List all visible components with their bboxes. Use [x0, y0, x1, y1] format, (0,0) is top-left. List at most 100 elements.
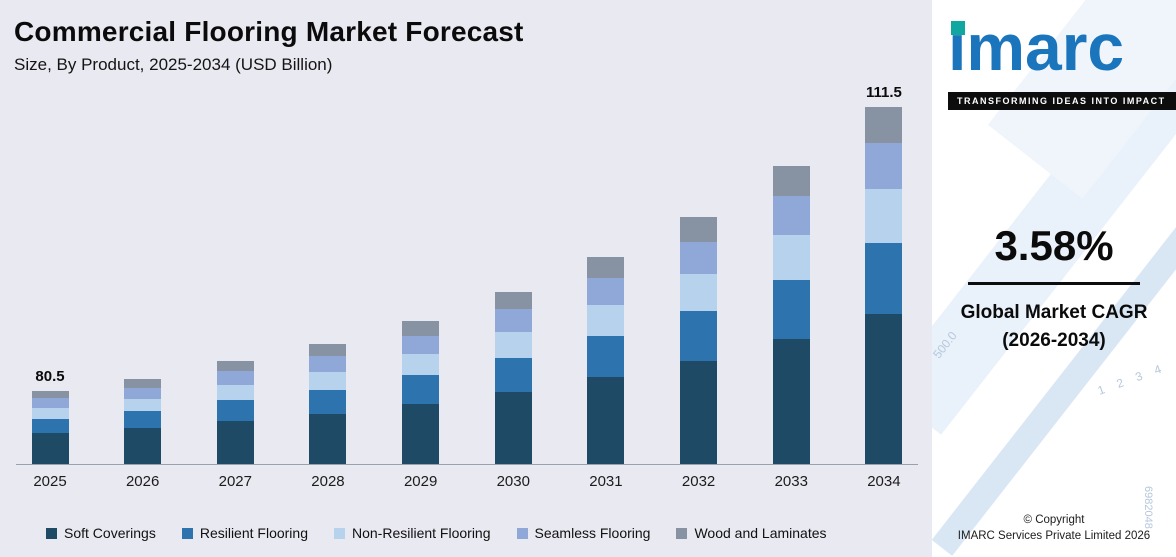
bar-stack [772, 166, 810, 464]
bar-segment-non-resilient-flooring [31, 407, 69, 419]
bar-segment-soft-coverings [865, 314, 903, 464]
legend-item-resilient-flooring: Resilient Flooring [181, 525, 308, 541]
bar-segment-wood-and-laminates [124, 379, 162, 388]
imarc-logo: ımarc [948, 14, 1124, 80]
cagr-label-line1: Global Market CAGR [960, 302, 1148, 323]
bar-stack [402, 321, 440, 464]
legend-item-seamless-flooring: Seamless Flooring [516, 525, 651, 541]
bar-segment-resilient-flooring [402, 375, 440, 405]
bar-segment-seamless-flooring [402, 335, 440, 355]
cagr-value: 3.58% [994, 222, 1114, 269]
x-axis-label: 2031 [589, 473, 623, 490]
bar-segment-seamless-flooring [865, 142, 903, 190]
legend-swatch-icon [334, 527, 345, 539]
bar-column-2031 [572, 257, 640, 464]
bar-segment-non-resilient-flooring [865, 189, 903, 243]
x-axis-label: 2033 [774, 473, 808, 490]
bar-segment-non-resilient-flooring [309, 371, 347, 390]
bar-segment-wood-and-laminates [587, 257, 625, 279]
legend-swatch-icon [46, 527, 57, 539]
decorative-number: 1 2 3 4 [1096, 360, 1169, 398]
brand-panel: 500.0 1 2 3 4 6982048 ımarc TRANSFORMING… [932, 0, 1176, 557]
legend-item-soft-coverings: Soft Coverings [46, 525, 156, 541]
bar-segment-non-resilient-flooring [494, 331, 532, 358]
bar-column-2025: 80.5 [16, 368, 84, 464]
bar-segment-soft-coverings [124, 428, 162, 464]
bar-stack [865, 107, 903, 464]
bar-stack [494, 292, 532, 464]
cagr-divider [968, 282, 1140, 285]
bar-stack [587, 257, 625, 464]
bar-stack [31, 391, 69, 464]
bar-segment-wood-and-laminates [494, 292, 532, 310]
x-axis-labels: 2025 2026 2027 2028 2029 2030 2031 2032 2033 2034 [16, 473, 918, 490]
bar-segment-resilient-flooring [216, 400, 254, 421]
bar-segment-non-resilient-flooring [587, 304, 625, 336]
bar-segment-soft-coverings [587, 377, 625, 464]
bar-segment-soft-coverings [31, 433, 69, 464]
legend-label: Wood and Laminates [694, 525, 827, 541]
x-axis-label: 2027 [218, 473, 252, 490]
bar-segment-soft-coverings [309, 413, 347, 464]
brand-tagline: TRANSFORMING IDEAS INTO IMPACT [948, 92, 1176, 110]
bar-segment-non-resilient-flooring [402, 354, 440, 376]
bar-column-2033 [757, 166, 825, 464]
bar-column-2027 [201, 361, 269, 465]
legend-swatch-icon [181, 527, 193, 539]
copyright-line1: © Copyright [1023, 513, 1085, 526]
legend-item-non-resilient-flooring: Non-Resilient Flooring [334, 525, 491, 541]
x-axis-label: 2026 [125, 473, 160, 490]
plot-area: 80.5 111.5 [16, 80, 918, 465]
bar-segment-seamless-flooring [216, 371, 254, 385]
bar-segment-wood-and-laminates [772, 166, 810, 197]
bar-segment-resilient-flooring [124, 411, 162, 429]
cagr-label-line2: (2026-2034) [1002, 329, 1106, 351]
x-axis-label: 2034 [867, 473, 901, 490]
bar-segment-resilient-flooring [772, 279, 810, 340]
bar-segment-resilient-flooring [494, 357, 532, 392]
bar-stack [216, 361, 254, 465]
legend-label: Seamless Flooring [534, 525, 651, 541]
x-axis-label: 2025 [33, 473, 67, 490]
legend-swatch-icon [516, 527, 528, 539]
bar-segment-wood-and-laminates [402, 321, 440, 336]
decorative-number: 6982048 [1142, 486, 1154, 529]
bar-column-2029 [387, 321, 455, 464]
bar-segment-wood-and-laminates [865, 107, 903, 143]
bar-segment-resilient-flooring [680, 311, 718, 361]
bar-column-2032 [665, 217, 733, 465]
bar-segment-seamless-flooring [680, 241, 718, 275]
logo-square-icon [951, 21, 965, 35]
legend-label: Resilient Flooring [199, 525, 308, 541]
cagr-block: 3.58% Global Market CAGR (2026-2034) [932, 222, 1176, 354]
bar-segment-wood-and-laminates [309, 344, 347, 357]
bar-segment-resilient-flooring [865, 242, 903, 315]
bar-segment-soft-coverings [402, 404, 440, 464]
bar-segment-resilient-flooring [309, 389, 347, 414]
bar-stack [309, 344, 347, 464]
bar-segment-wood-and-laminates [216, 361, 254, 372]
x-axis-label: 2029 [403, 473, 438, 490]
bar-segment-seamless-flooring [494, 309, 532, 332]
copyright-line2: IMARC Services Private Limited 2026 [957, 530, 1151, 543]
bar-column-2030 [479, 292, 547, 464]
chart-header: Commercial Flooring Market Forecast Size… [14, 16, 524, 75]
chart-panel: Commercial Flooring Market Forecast Size… [0, 0, 932, 557]
bar-column-2034: 111.5 [850, 84, 918, 464]
bar-segment-resilient-flooring [31, 418, 69, 434]
bar-value-label: 111.5 [865, 84, 902, 101]
bar-segment-wood-and-laminates [31, 391, 69, 399]
bar-segment-wood-and-laminates [680, 217, 718, 242]
copyright: © Copyright IMARC Services Private Limit… [932, 512, 1176, 545]
x-axis-label: 2030 [496, 473, 530, 490]
legend-item-wood-and-laminates: Wood and Laminates [676, 525, 827, 541]
bar-segment-seamless-flooring [772, 196, 810, 235]
bar-column-2026 [109, 379, 177, 464]
bar-segment-soft-coverings [494, 391, 532, 464]
chart-subtitle: Size, By Product, 2025-2034 (USD Billion… [14, 55, 333, 74]
bar-segment-non-resilient-flooring [124, 398, 162, 412]
bar-segment-seamless-flooring [31, 398, 69, 408]
bar-segment-non-resilient-flooring [216, 384, 254, 401]
bar-segment-seamless-flooring [309, 356, 347, 372]
